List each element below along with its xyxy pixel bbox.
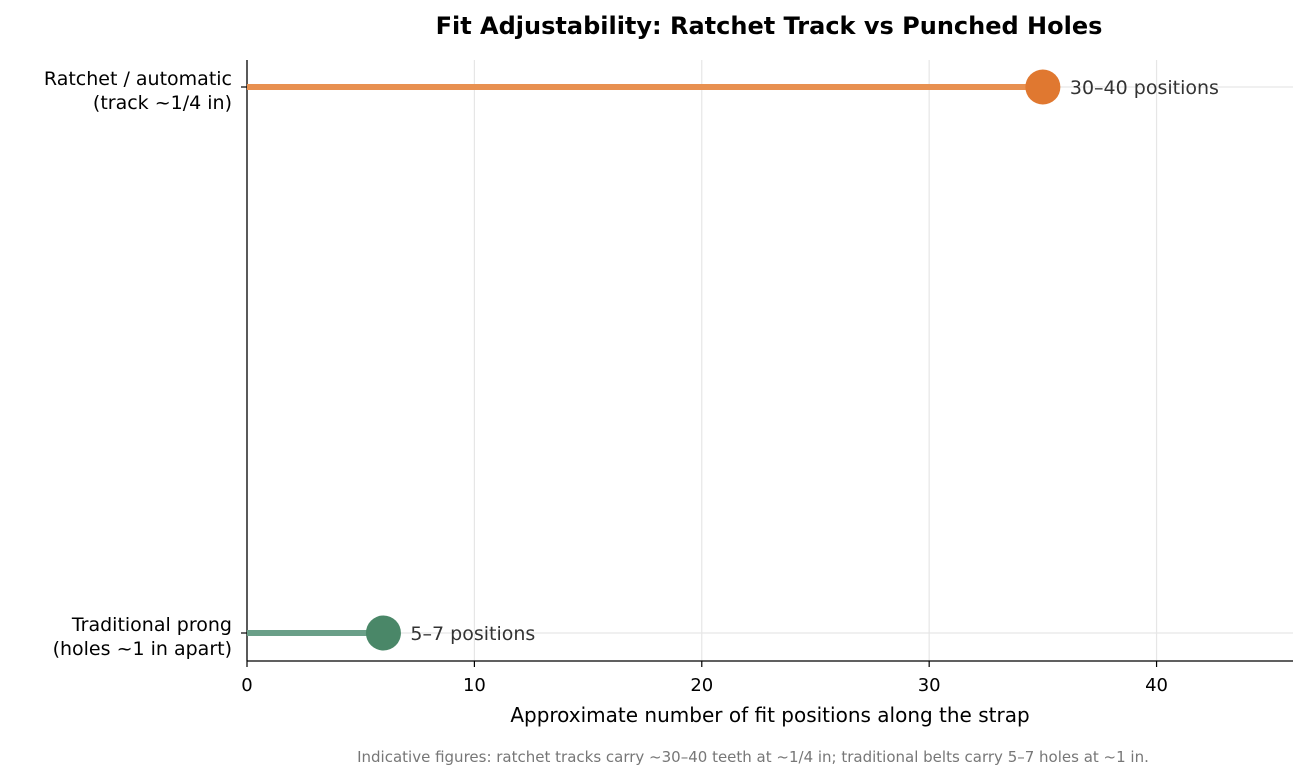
y-tick-label-line2: (holes ~1 in apart) (53, 638, 232, 660)
data-marks: 30–40 positions 5–7 positions (247, 69, 1219, 651)
x-axis-label: Approximate number of fit positions alon… (510, 703, 1029, 727)
y-tick-label-line1: Ratchet / automatic (44, 68, 232, 90)
value-label: 30–40 positions (1070, 77, 1219, 99)
x-tick-label: 30 (918, 675, 941, 696)
y-ticks: Ratchet / automatic(track ~1/4 in) Tradit… (44, 68, 247, 660)
y-tick-label-line2: (track ~1/4 in) (93, 92, 232, 114)
grid-layer (247, 60, 1293, 661)
x-tick-label: 20 (690, 675, 713, 696)
y-tick-label-line1: Traditional prong (71, 614, 232, 636)
x-tick-label: 10 (463, 675, 486, 696)
footnote: Indicative figures: ratchet tracks carry… (357, 748, 1149, 766)
axes-layer (246, 60, 1293, 662)
lollipop-marker (1025, 69, 1061, 105)
x-tick-label: 40 (1145, 675, 1168, 696)
lollipop-marker (365, 615, 401, 651)
x-ticks: 0 10 20 30 40 (241, 661, 1168, 696)
chart-title: Fit Adjustability: Ratchet Track vs Punc… (436, 12, 1103, 40)
value-label: 5–7 positions (410, 623, 535, 645)
x-tick-label: 0 (241, 675, 252, 696)
